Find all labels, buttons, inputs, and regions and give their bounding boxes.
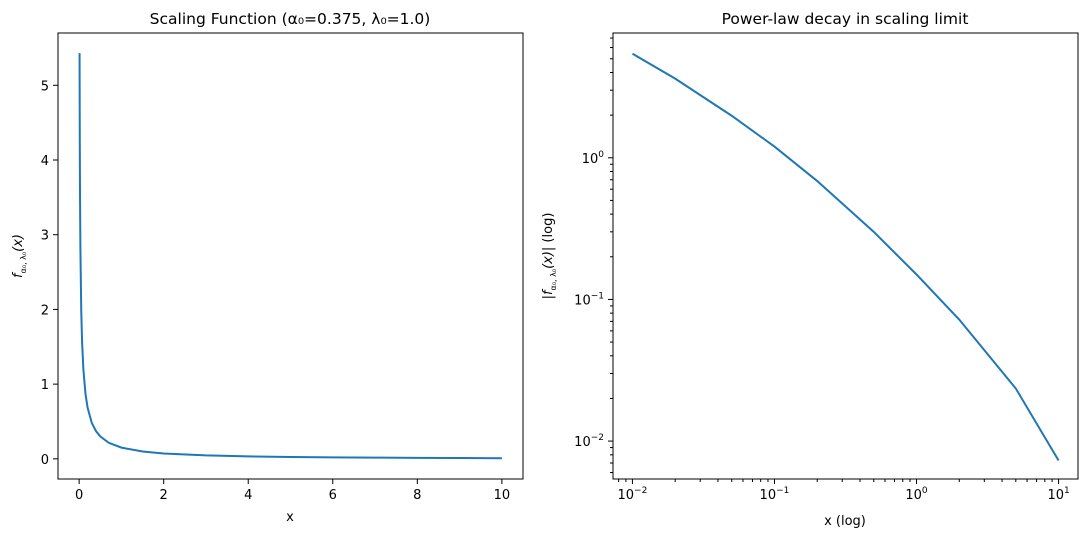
x-tick-label: 101 <box>1047 486 1069 503</box>
y-tick-label: 2 <box>41 303 49 318</box>
y-tick-label: 100 <box>582 150 605 167</box>
y-tick-label: 0 <box>41 453 49 468</box>
x-axis-label: x (log) <box>824 514 866 529</box>
y-axis-label: |fα₀, λ₀(x)| (log) <box>541 213 558 300</box>
x-ticks: 10−2 10−1 100 101 <box>618 479 1070 503</box>
x-ticks: 0 2 4 6 8 10 <box>75 479 510 503</box>
x-tick-label: 4 <box>244 488 252 503</box>
series-line-group <box>78 53 502 460</box>
plot-frame <box>57 32 524 480</box>
x-tick-label: 0 <box>75 488 83 503</box>
x-tick-label: 10−2 <box>618 486 648 503</box>
series-line-group <box>631 52 1060 461</box>
x-tick-label: 2 <box>160 488 168 503</box>
series-line <box>631 52 1060 461</box>
x-tick-label: 10 <box>494 488 511 503</box>
chart-title: Power-law decay in scaling limit <box>722 10 969 28</box>
y-tick-label: 3 <box>41 229 49 244</box>
y-axis-label: fα₀, λ₀(x) <box>11 234 28 278</box>
plot-frame <box>612 32 1079 480</box>
x-tick-label: 10−1 <box>760 486 790 503</box>
y-tick-label: 4 <box>41 154 49 169</box>
series-line <box>78 53 502 460</box>
chart-loglog: Power-law decay in scaling limit 10−2 10−… <box>541 10 1079 529</box>
x-tick-label: 6 <box>329 488 337 503</box>
y-ticks: 10−2 10−1 100 <box>574 37 613 474</box>
y-tick-label: 10−2 <box>574 433 604 450</box>
x-axis-label: x <box>286 510 294 525</box>
y-tick-label: 1 <box>41 378 49 393</box>
chart-linear: Scaling Function (α₀=0.375, λ₀=1.0) 0 2 4 6… <box>11 10 524 525</box>
y-tick-label: 5 <box>41 79 49 94</box>
x-tick-label: 100 <box>905 486 928 503</box>
x-tick-label: 8 <box>413 488 421 503</box>
chart-title: Scaling Function (α₀=0.375, λ₀=1.0) <box>150 10 431 28</box>
y-tick-label: 10−1 <box>574 291 604 308</box>
y-ticks: 0 1 2 3 4 5 <box>41 79 58 468</box>
